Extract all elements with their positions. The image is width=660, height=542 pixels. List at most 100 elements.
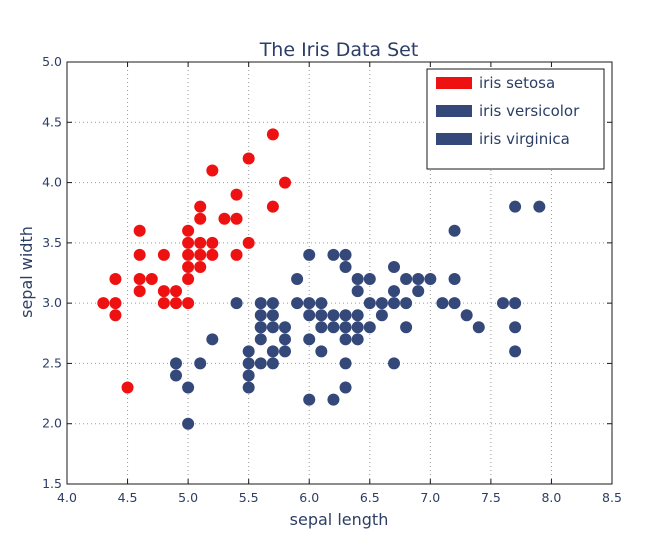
data-point	[315, 321, 328, 334]
data-point	[170, 357, 182, 370]
series-2	[254, 200, 546, 370]
data-point	[182, 224, 195, 237]
y-tick-label: 4.0	[42, 175, 62, 190]
data-point	[400, 273, 413, 286]
y-tick-label: 4.5	[42, 114, 62, 129]
data-point	[279, 321, 291, 334]
data-point	[194, 236, 207, 249]
data-point	[400, 297, 413, 310]
data-point	[339, 357, 352, 370]
data-point	[133, 224, 146, 237]
legend-swatch	[436, 77, 472, 89]
data-point	[303, 393, 316, 406]
data-point	[206, 248, 219, 261]
data-point	[509, 297, 522, 310]
data-point	[133, 248, 146, 261]
data-point	[327, 309, 340, 322]
data-point	[375, 309, 388, 322]
data-point	[363, 297, 376, 310]
data-point	[194, 200, 207, 213]
data-point	[448, 297, 461, 310]
data-point	[230, 212, 243, 225]
x-tick-label: 5.5	[239, 490, 259, 505]
data-point	[400, 321, 413, 334]
data-point	[109, 273, 122, 286]
series-0	[97, 128, 291, 394]
data-point	[182, 381, 195, 394]
data-point	[351, 285, 364, 298]
data-point	[170, 297, 182, 310]
y-tick-label: 3.0	[42, 295, 62, 310]
data-point	[303, 297, 316, 310]
data-point	[339, 260, 352, 273]
data-point	[509, 200, 522, 213]
data-point	[206, 236, 219, 249]
y-tick-label: 3.5	[42, 235, 62, 250]
data-point	[436, 297, 449, 310]
data-point	[242, 345, 255, 358]
data-point	[279, 345, 291, 358]
data-point	[315, 345, 328, 358]
chart-title: The Iris Data Set	[259, 39, 419, 61]
data-point	[339, 309, 352, 322]
x-tick-label: 7.5	[481, 490, 501, 505]
y-tick-label: 1.5	[42, 476, 62, 491]
data-point	[109, 297, 122, 310]
legend-label: iris virginica	[479, 130, 570, 148]
data-point	[412, 273, 425, 286]
legend: iris setosa iris versicolor iris virginica	[426, 68, 605, 170]
y-tick-label: 2.5	[42, 355, 62, 370]
data-point	[509, 321, 522, 334]
data-point	[194, 260, 207, 273]
data-point	[254, 297, 267, 310]
data-points	[97, 128, 546, 430]
data-point	[182, 417, 195, 430]
data-point	[388, 285, 400, 298]
data-point	[327, 248, 340, 261]
data-point	[194, 357, 207, 370]
data-point	[157, 297, 170, 310]
data-point	[254, 309, 267, 322]
plot-area	[66, 61, 613, 485]
data-point	[388, 260, 400, 273]
data-point	[363, 321, 376, 334]
data-point	[218, 212, 231, 225]
data-point	[279, 176, 291, 189]
y-tick-label: 5.0	[42, 54, 62, 69]
data-point	[145, 273, 158, 286]
data-point	[266, 345, 279, 358]
data-point	[351, 273, 364, 286]
data-point	[182, 248, 195, 261]
data-point	[206, 164, 219, 177]
data-point	[291, 297, 304, 310]
data-point	[121, 381, 134, 394]
x-axis-label: sepal length	[290, 510, 389, 529]
data-point	[448, 224, 461, 237]
x-axis-ticks: 4.0 4.5 5.0 5.5 6.0 6.5 7.0 7.5 8.0 8.5	[57, 62, 622, 505]
data-point	[509, 345, 522, 358]
data-point	[472, 321, 485, 334]
data-point	[194, 212, 207, 225]
data-point	[170, 285, 182, 298]
data-point	[315, 297, 328, 310]
data-point	[339, 321, 352, 334]
data-point	[266, 309, 279, 322]
data-point	[230, 248, 243, 261]
data-point	[254, 357, 267, 370]
data-point	[242, 236, 255, 249]
data-point	[303, 333, 316, 346]
data-point	[351, 309, 364, 322]
data-point	[266, 357, 279, 370]
data-point	[266, 200, 279, 213]
data-point	[327, 321, 340, 334]
data-point	[157, 285, 170, 298]
data-point	[254, 321, 267, 334]
x-tick-label: 4.0	[57, 490, 77, 505]
data-point	[242, 357, 255, 370]
data-point	[242, 381, 255, 394]
data-point	[460, 309, 473, 322]
data-point	[448, 273, 461, 286]
data-point	[533, 200, 546, 213]
data-point	[266, 321, 279, 334]
